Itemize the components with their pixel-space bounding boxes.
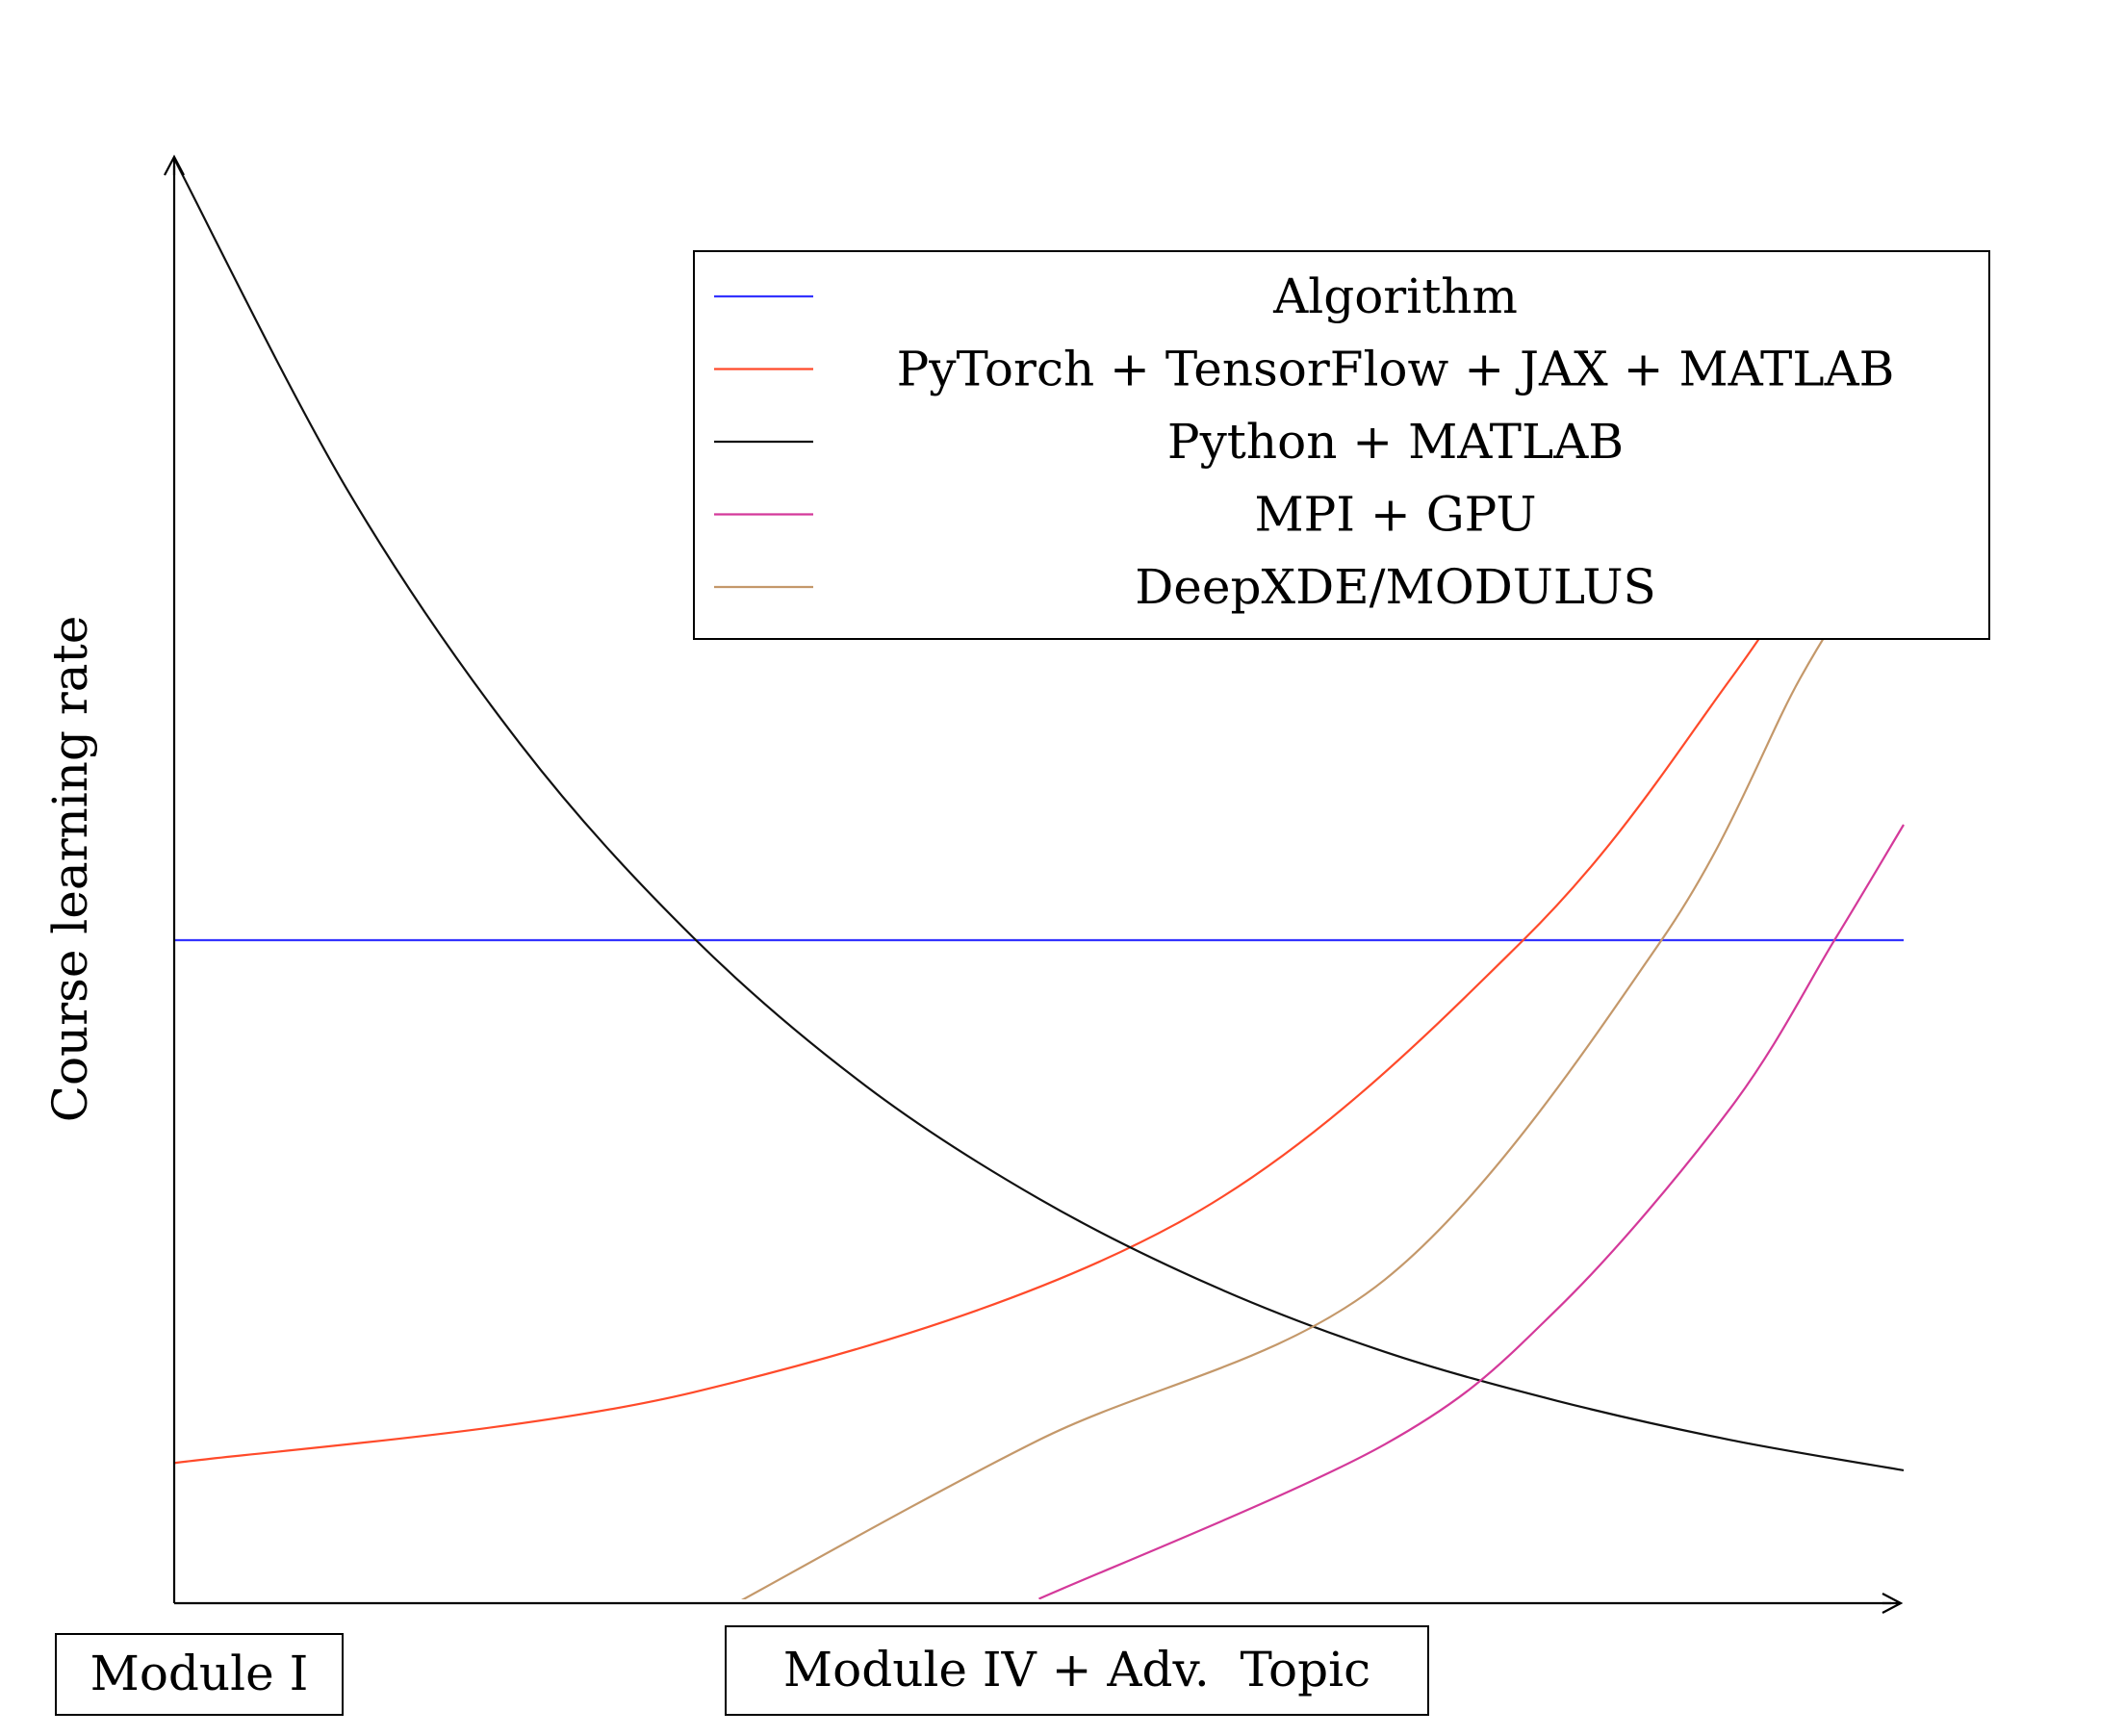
- legend-label-3: Python + MATLAB: [1167, 414, 1624, 470]
- legend-label-1: Algorithm: [1272, 268, 1518, 324]
- x-label-module-i: Module I: [55, 1633, 344, 1716]
- axes: [164, 154, 1904, 1614]
- legend: Algorithm PyTorch + TensorFlow + JAX + MA…: [693, 250, 1990, 640]
- series-line-5: [741, 568, 1871, 1599]
- y-axis-label: Course learning rate: [42, 616, 98, 1123]
- series-layer: [173, 158, 1905, 1599]
- y-axis-arrowhead: [164, 154, 185, 176]
- series-line-3: [173, 158, 1905, 1471]
- x-label-box: [55, 1633, 344, 1716]
- legend-label-4: MPI + GPU: [1254, 487, 1536, 543]
- legend-entries: Algorithm PyTorch + TensorFlow + JAX + MA…: [714, 268, 1894, 615]
- legend-label-5: DeepXDE/MODULUS: [1135, 559, 1656, 615]
- legend-label-2: PyTorch + TensorFlow + JAX + MATLAB: [897, 342, 1895, 397]
- series-line-2: [173, 467, 1871, 1465]
- x-label-text: Module I: [90, 1646, 309, 1701]
- x-label-module-iv: Module IV + Adv. Topic: [725, 1625, 1429, 1716]
- x-label-text: Module IV + Adv. Topic: [783, 1642, 1370, 1698]
- series-line-4: [1038, 824, 1905, 1599]
- x-label-box: [725, 1625, 1429, 1716]
- x-axis-arrowhead: [1882, 1593, 1904, 1614]
- legend-box: [693, 250, 1990, 640]
